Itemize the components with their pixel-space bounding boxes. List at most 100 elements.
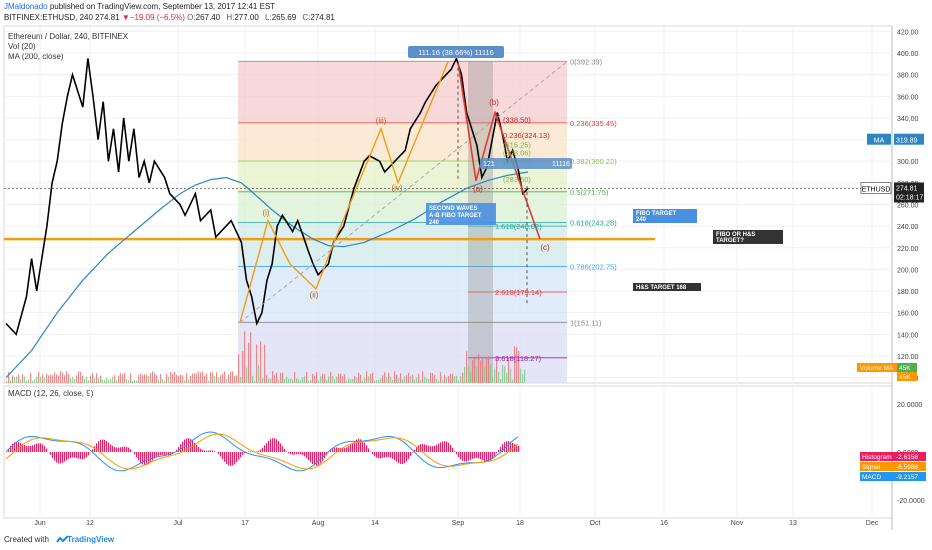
histogram-bar <box>142 452 144 465</box>
volume-bar <box>126 379 128 383</box>
volume-bar <box>310 380 312 383</box>
volume-bar <box>62 372 64 383</box>
macd-tag-box <box>860 462 894 471</box>
histogram-bar <box>50 452 52 455</box>
histogram-bar <box>480 452 482 460</box>
volume-bar <box>102 379 104 383</box>
volume-bar <box>480 360 482 383</box>
histogram-bar <box>64 452 66 462</box>
x-tick-label: Dec <box>866 520 879 527</box>
histogram-bar <box>232 452 234 466</box>
volume-tag-2-text: 45K <box>899 374 911 381</box>
ma-legend: MA (200, close) <box>8 52 64 61</box>
author-link[interactable]: JMaldonado <box>4 2 48 11</box>
histogram-bar <box>218 452 220 455</box>
histogram-bar <box>178 447 180 452</box>
publish-line: JMaldonado published on TradingView.com,… <box>4 2 275 11</box>
wave-label: (a) <box>473 185 483 194</box>
wave-label: (iii) <box>376 116 387 125</box>
volume-bar <box>338 373 340 383</box>
histogram-bar <box>166 452 168 456</box>
publish-info: published on TradingView.com, September … <box>49 2 276 11</box>
volume-bar <box>372 372 374 383</box>
volume-bar <box>514 346 516 383</box>
macd-value-box <box>894 452 926 461</box>
histogram-bar <box>156 452 158 457</box>
histogram-bar <box>408 452 410 459</box>
fibonacci-zones <box>238 60 567 383</box>
histogram-bar <box>368 448 370 452</box>
histogram-bar <box>428 445 430 452</box>
histogram-bar <box>372 452 374 455</box>
histogram-bar <box>478 452 480 459</box>
histogram-bar <box>134 452 136 455</box>
histogram-bar <box>58 452 60 464</box>
histogram-bar <box>470 452 472 460</box>
price-tick-label: 160.00 <box>897 311 919 318</box>
price-tick-label: 200.00 <box>897 267 919 274</box>
volume-bar <box>48 375 50 383</box>
volume-bar <box>440 372 442 383</box>
volume-bar <box>206 373 208 383</box>
histogram-bar <box>70 452 72 458</box>
callout-text: FIBO OR H&S <box>716 232 755 238</box>
histogram-bar <box>188 438 190 452</box>
tradingview-brand[interactable]: TradingView <box>67 535 115 544</box>
fib-zone <box>238 191 567 223</box>
histogram-bar <box>30 445 32 452</box>
volume-bar <box>204 375 206 383</box>
volume-bar <box>376 380 378 383</box>
volume-bar <box>10 380 12 383</box>
x-tick-label: 17 <box>241 520 249 527</box>
histogram-bar <box>274 438 276 452</box>
histogram-bar <box>184 439 186 452</box>
histogram-bar <box>346 447 348 452</box>
macd-tag-box <box>860 472 894 481</box>
x-tick-label: Nov <box>731 520 744 527</box>
histogram-bar <box>66 452 68 461</box>
wave-label: (iv) <box>391 183 402 192</box>
volume-bar <box>148 376 150 383</box>
histogram-bar <box>304 452 306 457</box>
histogram-bar <box>200 448 202 452</box>
volume-bar <box>120 373 122 383</box>
histogram-bar <box>72 452 74 458</box>
volume-bar <box>408 372 410 383</box>
histogram-bar <box>450 445 452 452</box>
histogram-bar <box>412 452 414 453</box>
histogram-bar <box>474 452 476 459</box>
volume-bar <box>192 373 194 383</box>
histogram-bar <box>118 447 120 452</box>
fib-zone <box>238 266 567 323</box>
last-price: 274.81 <box>95 13 120 22</box>
volume-bar <box>90 375 92 383</box>
histogram-bar <box>228 452 230 466</box>
histogram-bar <box>458 452 460 458</box>
volume-bar <box>136 380 138 383</box>
series-lines <box>4 56 892 379</box>
volume-bar <box>268 379 270 383</box>
volume-bar <box>378 380 380 383</box>
range-box-small-text: 121 <box>483 161 495 168</box>
fib-level-label: 0(392.39) <box>570 57 603 66</box>
annotations: 0(392.39) 0.236(335.45) 0.382(300.22) 0.5(2… <box>262 46 926 481</box>
histogram-bar <box>394 452 396 461</box>
histogram-bar <box>460 452 462 460</box>
histogram-bar <box>84 452 86 459</box>
volume-bar <box>186 372 188 383</box>
volume-bar <box>36 376 38 383</box>
volume-bar <box>188 379 190 383</box>
volume-bar <box>24 376 26 383</box>
histogram-bar <box>60 452 62 464</box>
volume-bar <box>460 376 462 383</box>
volume-bar <box>522 374 524 383</box>
histogram-bar <box>162 452 164 455</box>
volume-bar <box>66 371 68 383</box>
histogram-bar <box>8 448 10 452</box>
histogram-bar <box>376 452 378 458</box>
price-tick-label: 180.00 <box>897 289 919 296</box>
x-tick-label: Aug <box>312 520 325 527</box>
volume-bar <box>170 371 172 383</box>
histogram-bar <box>332 448 334 452</box>
